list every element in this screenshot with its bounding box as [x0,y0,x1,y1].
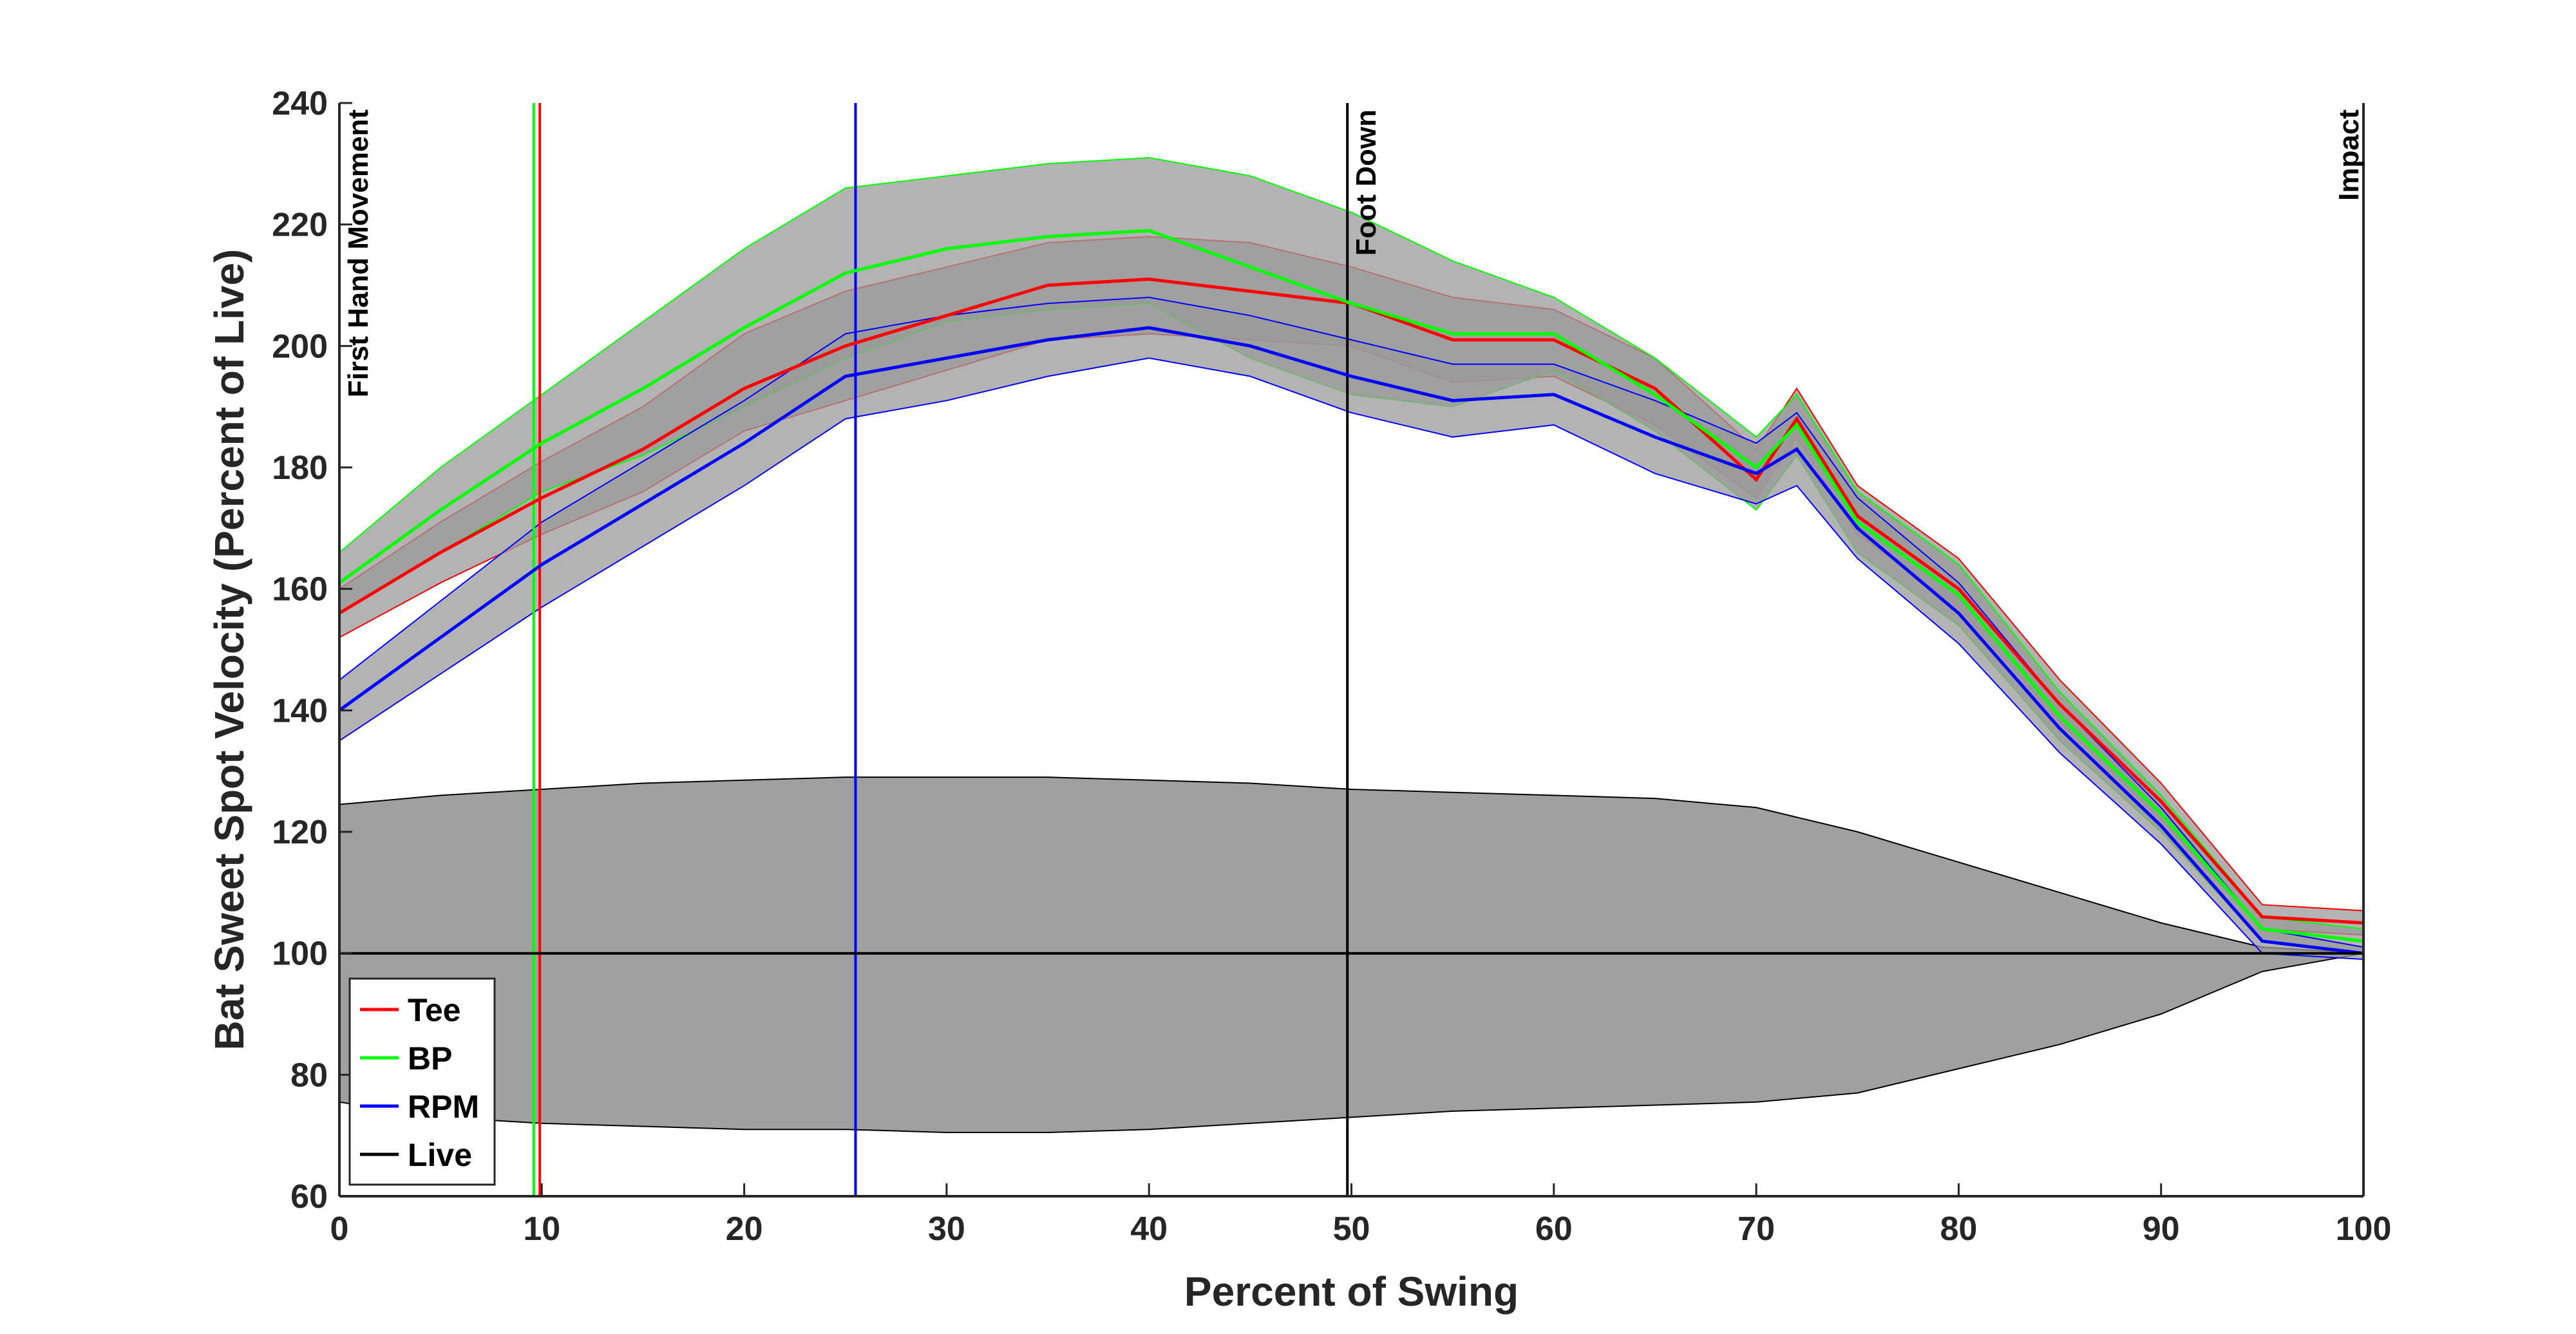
confidence-bands [339,156,2364,1133]
y-tick-label: 80 [290,1057,328,1094]
y-tick-label: 60 [290,1178,328,1216]
x-tick-label: 50 [1333,1210,1370,1248]
axes: 0 10 20 30 40 50 60 70 80 90 100 60 80 100 120 140 160 18… [272,85,2391,1248]
y-tick-label: 180 [272,449,328,487]
x-tick-label: 20 [726,1210,763,1248]
x-tick-label: 90 [2143,1210,2180,1248]
legend-label-rpm: RPM [408,1089,479,1125]
legend-label-bp: BP [408,1040,452,1076]
x-tick-label: 10 [523,1210,560,1248]
x-tick-label: 70 [1738,1210,1775,1248]
legend: Tee BP RPM Live [348,977,496,1186]
x-tick-label: 100 [2336,1210,2392,1248]
line-bp [338,229,2364,943]
y-tick-label: 240 [272,85,328,122]
y-tick-label: 100 [272,935,328,973]
x-tick-label: 40 [1130,1210,1168,1248]
x-tick-label: 30 [928,1210,965,1248]
series-lines [338,229,2364,955]
y-tick-label: 140 [272,692,328,729]
y-tick-label: 220 [272,207,328,244]
event-label-first-hand-movement: First Hand Movement [343,109,374,398]
y-tick-label: 160 [272,571,328,608]
legend-label-tee: Tee [408,992,460,1028]
x-axis-title: Percent of Swing [1184,1268,1519,1315]
event-label-impact: Impact [2333,109,2365,201]
y-axis-title: Bat Sweet Spot Velocity (Percent of Live… [206,249,252,1051]
legend-box [348,977,496,1186]
y-tick-label: 200 [272,328,328,365]
band-live [339,776,2364,1133]
event-label-foot-down: Foot Down [1350,109,1382,256]
line-rpm [338,326,2364,955]
legend-label-live: Live [408,1137,472,1173]
x-tick-label: 60 [1535,1210,1573,1248]
y-tick-label: 120 [272,814,328,851]
x-tick-label: 0 [330,1210,349,1248]
x-tick-label: 80 [1940,1210,1977,1248]
line-tee [338,277,2364,925]
event-labels: First Hand Movement Foot Down Impact [343,109,2365,398]
